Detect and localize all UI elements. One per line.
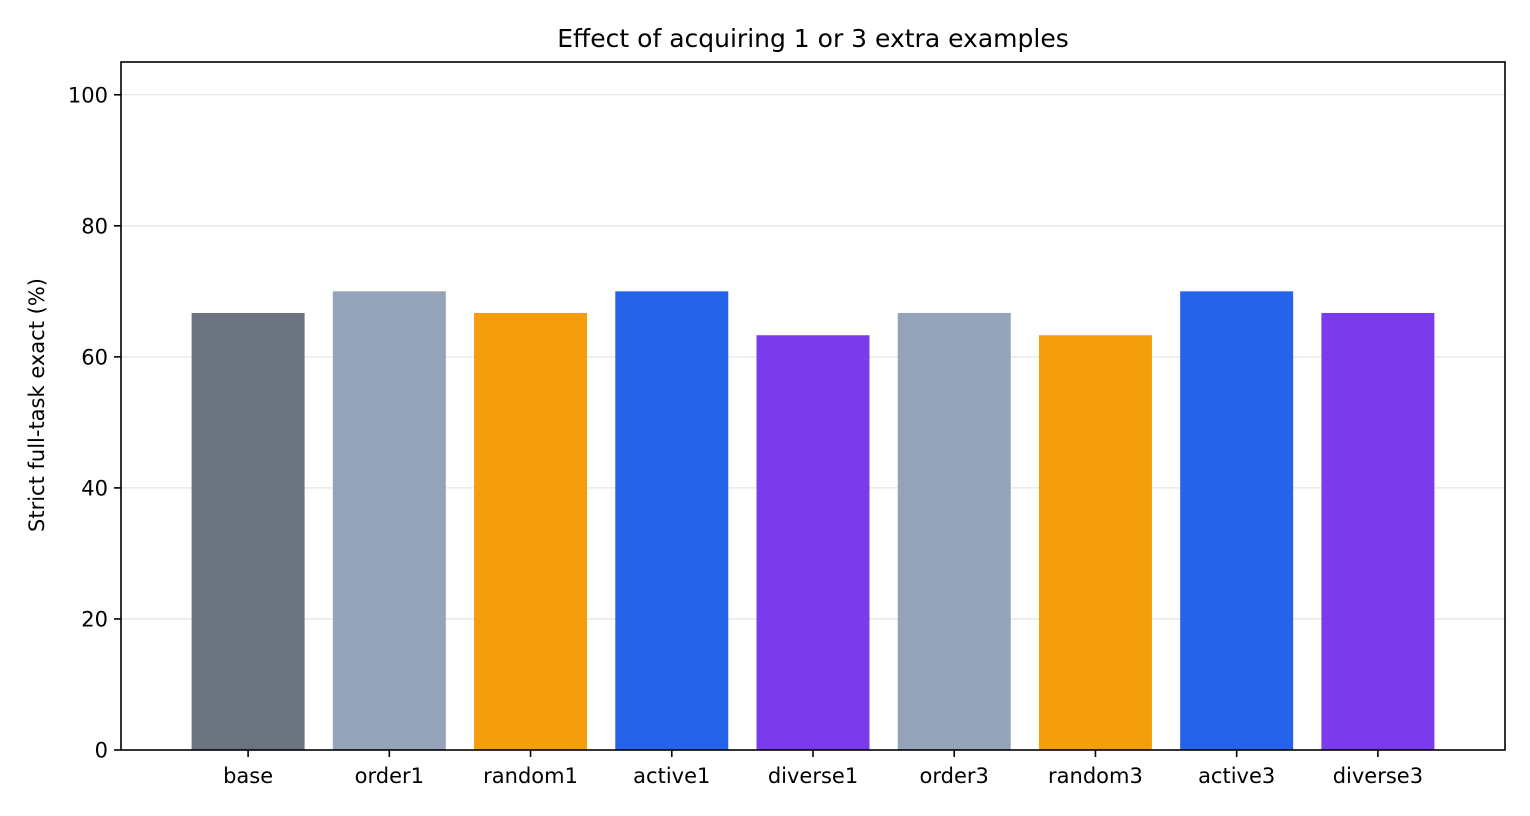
x-tick-label: active1 [633, 764, 710, 788]
bar-active3 [1180, 291, 1294, 750]
bar-order1 [332, 291, 446, 750]
x-tick-label: diverse3 [1333, 764, 1423, 788]
chart-title: Effect of acquiring 1 or 3 extra example… [557, 24, 1069, 53]
bar-diverse3 [1321, 312, 1435, 750]
y-axis-label: Strict full-task exact (%) [25, 278, 49, 532]
y-tick-label: 20 [81, 607, 108, 631]
y-axis-ticks: 0 20 40 60 80 100 [68, 83, 121, 763]
x-axis-ticks: base order1 random1 active1 diverse1 order3 ra… [223, 750, 1423, 788]
x-tick-label: order1 [355, 764, 424, 788]
x-tick-label: base [223, 764, 273, 788]
x-tick-label: order3 [920, 764, 989, 788]
x-tick-label: random1 [483, 764, 578, 788]
x-tick-label: diverse1 [768, 764, 858, 788]
bar-base [191, 312, 305, 750]
bar-random1 [474, 312, 588, 750]
bar-order3 [897, 312, 1011, 750]
y-tick-label: 60 [81, 345, 108, 369]
x-tick-label: random3 [1048, 764, 1143, 788]
bars [191, 291, 1435, 750]
x-tick-label: active3 [1198, 764, 1275, 788]
bar-active1 [615, 291, 729, 750]
y-tick-label: 80 [81, 214, 108, 238]
y-tick-label: 40 [81, 476, 108, 500]
bar-random3 [1038, 335, 1152, 750]
y-tick-label: 100 [68, 83, 108, 107]
y-tick-label: 0 [95, 739, 108, 763]
bar-diverse1 [756, 335, 870, 750]
